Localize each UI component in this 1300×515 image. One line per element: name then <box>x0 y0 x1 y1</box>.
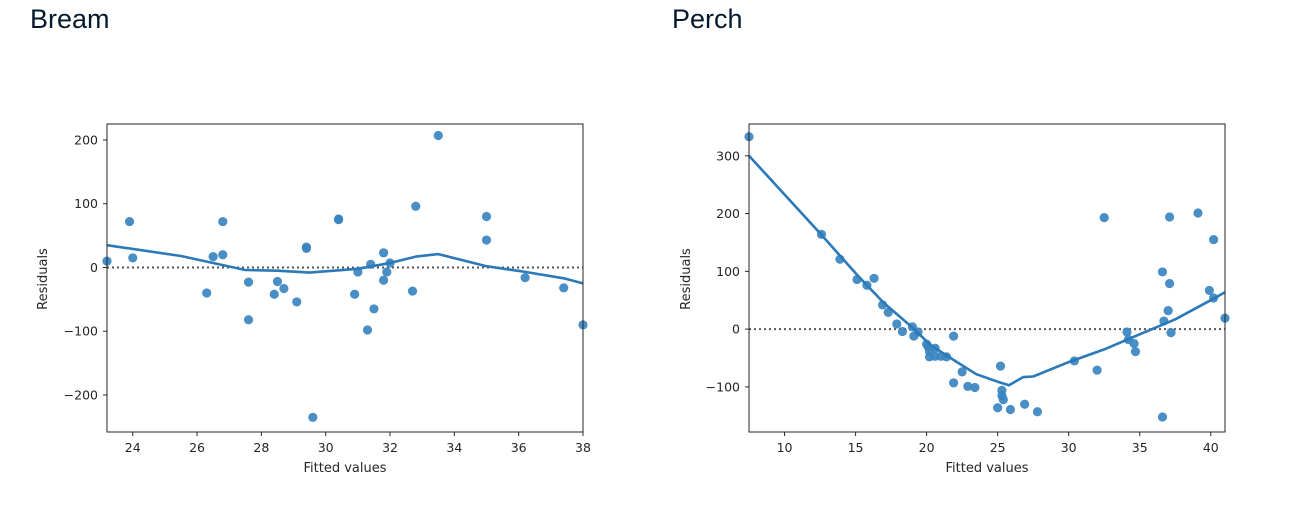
data-point-25 <box>382 267 392 277</box>
data-point-20 <box>362 325 373 335</box>
data-point-24 <box>963 381 973 391</box>
y-tick-label: 0 <box>732 322 740 337</box>
data-point-32 <box>1020 399 1030 409</box>
data-point-29 <box>433 130 443 141</box>
data-point-42 <box>1157 412 1168 422</box>
data-point-33 <box>1032 407 1043 417</box>
x-tick-label: 36 <box>511 440 527 455</box>
data-point-10 <box>272 276 283 287</box>
data-point-26 <box>993 403 1003 413</box>
plot-frame <box>106 123 584 433</box>
data-point-22 <box>949 378 959 388</box>
x-tick-label: 10 <box>777 440 793 455</box>
x-tick-label: 15 <box>848 440 864 455</box>
data-point-14 <box>301 243 312 253</box>
y-axis-label: Residuals <box>36 248 51 310</box>
data-point-31 <box>1005 404 1016 415</box>
data-point-49 <box>1204 285 1214 296</box>
data-point-6 <box>218 250 228 260</box>
y-axis-label: Residuals <box>679 248 694 310</box>
x-tick-label: 32 <box>382 440 398 455</box>
data-point-5 <box>218 216 228 227</box>
y-tick-label: 100 <box>74 196 98 211</box>
x-axis-label: Fitted values <box>303 461 386 476</box>
y-tick-label: 200 <box>716 206 740 221</box>
data-point-9 <box>897 326 908 337</box>
chart-title-bream: Bream <box>30 4 110 34</box>
x-tick-label: 40 <box>1203 440 1219 455</box>
data-point-15 <box>308 412 318 422</box>
data-point-24 <box>378 275 389 285</box>
data-point-48 <box>1193 208 1203 218</box>
x-tick-label: 24 <box>125 440 141 455</box>
data-point-3 <box>202 288 212 298</box>
trend-line <box>106 243 584 285</box>
data-point-9 <box>269 289 279 299</box>
x-tick-label: 34 <box>446 440 462 455</box>
y-tick-label: −200 <box>64 388 98 403</box>
data-point-21 <box>949 331 959 341</box>
x-tick-label: 30 <box>1061 440 1077 455</box>
data-point-8 <box>892 319 902 329</box>
data-point-12 <box>292 297 302 307</box>
data-point-30 <box>998 395 1008 405</box>
data-point-35 <box>1092 365 1102 375</box>
data-point-28 <box>411 201 421 211</box>
data-point-5 <box>869 273 879 283</box>
data-point-45 <box>1164 212 1175 222</box>
data-point-22 <box>369 304 379 314</box>
chart-title-perch: Perch <box>672 4 743 34</box>
y-tick-label: 300 <box>716 148 740 163</box>
x-axis-label: Fitted values <box>945 461 1028 476</box>
data-point-32 <box>520 273 530 283</box>
data-point-18 <box>350 289 360 299</box>
residual-plot-bream: 24 26 28 30 32 34 36 38 200 100 0 −100 −200 Fitted v… <box>36 123 591 476</box>
data-point-7 <box>243 315 254 325</box>
plot-frame <box>748 123 1226 433</box>
y-tick-label: 100 <box>716 264 740 279</box>
x-tick-label: 38 <box>575 440 591 455</box>
data-point-11 <box>279 283 289 294</box>
data-point-33 <box>559 283 569 293</box>
y-tick-label: −100 <box>706 379 740 394</box>
data-point-39 <box>1129 338 1139 349</box>
data-point-1 <box>124 216 135 227</box>
residual-plot-perch: 10 15 20 25 30 35 40 300 200 100 0 −100 Fitted valu… <box>679 123 1230 476</box>
x-tick-label: 35 <box>1132 440 1148 455</box>
x-tick-label: 26 <box>189 440 205 455</box>
x-tick-label: 25 <box>990 440 1006 455</box>
data-point-8 <box>243 277 254 287</box>
data-point-30 <box>481 211 492 222</box>
x-tick-label: 30 <box>318 440 334 455</box>
data-point-37 <box>1122 327 1132 337</box>
data-point-23 <box>957 367 967 377</box>
data-point-36 <box>1099 213 1109 223</box>
x-tick-label: 28 <box>253 440 269 455</box>
data-point-46 <box>1164 278 1175 289</box>
data-point-2 <box>128 253 138 263</box>
y-tick-label: 200 <box>74 132 98 147</box>
data-point-17 <box>333 215 344 225</box>
x-tick-label: 20 <box>919 440 935 455</box>
data-point-27 <box>407 286 418 296</box>
data-point-23 <box>378 248 389 258</box>
data-point-44 <box>1163 306 1173 316</box>
data-point-25 <box>970 382 980 393</box>
trend-line <box>748 154 1226 387</box>
data-point-31 <box>481 235 492 245</box>
y-tick-label: −100 <box>64 324 98 339</box>
data-point-47 <box>1166 328 1176 338</box>
y-tick-label: 0 <box>90 260 98 275</box>
data-point-40 <box>1130 347 1141 357</box>
data-point-4 <box>208 252 218 262</box>
data-point-51 <box>1209 234 1219 245</box>
data-point-27 <box>995 361 1006 371</box>
data-point-41 <box>1157 267 1168 277</box>
